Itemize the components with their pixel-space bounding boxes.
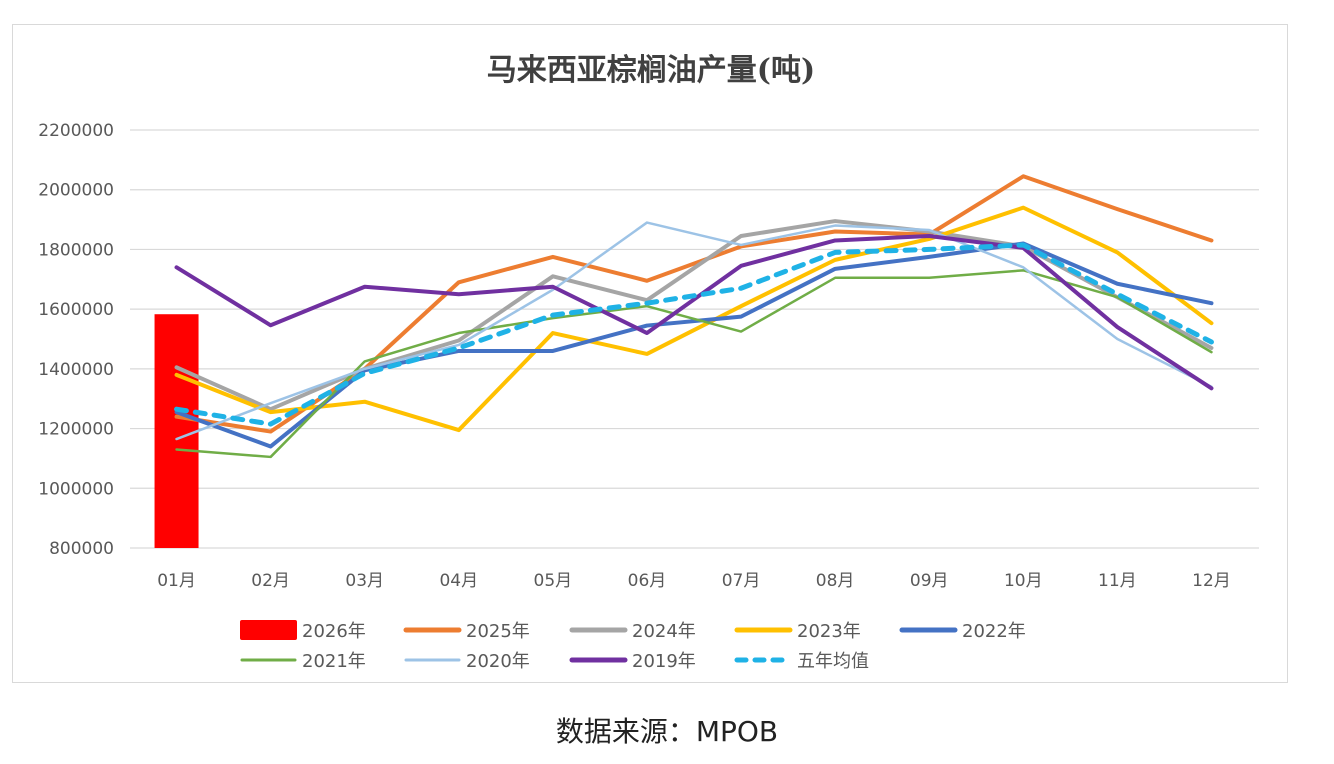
series-line: [174, 242, 1214, 427]
y-tick-label: 1200000: [38, 420, 114, 440]
y-tick-label: 1400000: [38, 360, 114, 380]
legend-label: 2021年: [302, 651, 366, 672]
legend-item[interactable]: 2020年: [404, 651, 530, 672]
x-tick-label: 07月: [722, 571, 761, 591]
legend-item[interactable]: 2026年: [240, 620, 366, 642]
bars: [154, 314, 199, 548]
legend-label: 2024年: [632, 621, 696, 642]
legend-label: 2023年: [797, 621, 861, 642]
legend-item[interactable]: 五年均值: [734, 651, 869, 672]
series-line: [174, 174, 1214, 434]
legend-item[interactable]: 2023年: [734, 621, 861, 642]
grid-lines: [130, 129, 1259, 549]
x-tick-label: 05月: [534, 571, 573, 591]
y-tick-label: 2000000: [38, 181, 114, 201]
legend-label: 五年均值: [797, 651, 869, 672]
legend-label: 2022年: [962, 621, 1026, 642]
bar: [154, 314, 199, 548]
chart-title: 马来西亚棕榈油产量(吨): [487, 53, 815, 88]
legend-swatch: [240, 620, 297, 640]
x-tick-label: 10月: [1004, 571, 1043, 591]
legend: 2026年 2025年 2024年 2023年 2022年 2021年 2020年 2019年…: [240, 620, 1026, 672]
series-line: [175, 269, 1213, 459]
y-tick-label: 800000: [49, 539, 114, 559]
series-line: [174, 233, 1214, 391]
legend-label: 2020年: [466, 651, 530, 672]
legend-item[interactable]: 2022年: [899, 621, 1026, 642]
y-axis-ticks: 800000 1000000 1200000 1400000 1600000 180000…: [38, 121, 114, 559]
y-tick-label: 1000000: [38, 479, 114, 499]
data-source-caption: 数据来源：MPOB: [555, 715, 779, 748]
x-tick-label: 09月: [910, 571, 949, 591]
x-tick-label: 04月: [439, 571, 478, 591]
y-tick-label: 1800000: [38, 240, 114, 260]
legend-label: 2026年: [302, 621, 366, 642]
x-tick-label: 01月: [157, 571, 196, 591]
legend-item[interactable]: 2024年: [569, 621, 696, 642]
legend-item[interactable]: 2025年: [403, 621, 530, 642]
series-line: [175, 221, 1213, 441]
x-axis-ticks: 01月 02月 03月 04月 05月 06月 07月 08月 09月 10月 11月 12月: [157, 571, 1231, 591]
series-lines: [174, 174, 1214, 459]
y-tick-label: 2200000: [38, 121, 114, 141]
x-tick-label: 12月: [1192, 571, 1231, 591]
legend-item[interactable]: 2021年: [240, 651, 366, 672]
x-tick-label: 03月: [345, 571, 384, 591]
x-tick-label: 08月: [816, 571, 855, 591]
legend-item[interactable]: 2019年: [569, 651, 696, 672]
legend-label: 2019年: [632, 651, 696, 672]
series-line: [174, 241, 1214, 449]
x-tick-label: 11月: [1098, 571, 1137, 591]
x-tick-label: 02月: [251, 571, 290, 591]
series-line: [174, 205, 1214, 433]
y-tick-label: 1600000: [38, 300, 114, 320]
legend-label: 2025年: [466, 621, 530, 642]
x-tick-label: 06月: [628, 571, 667, 591]
